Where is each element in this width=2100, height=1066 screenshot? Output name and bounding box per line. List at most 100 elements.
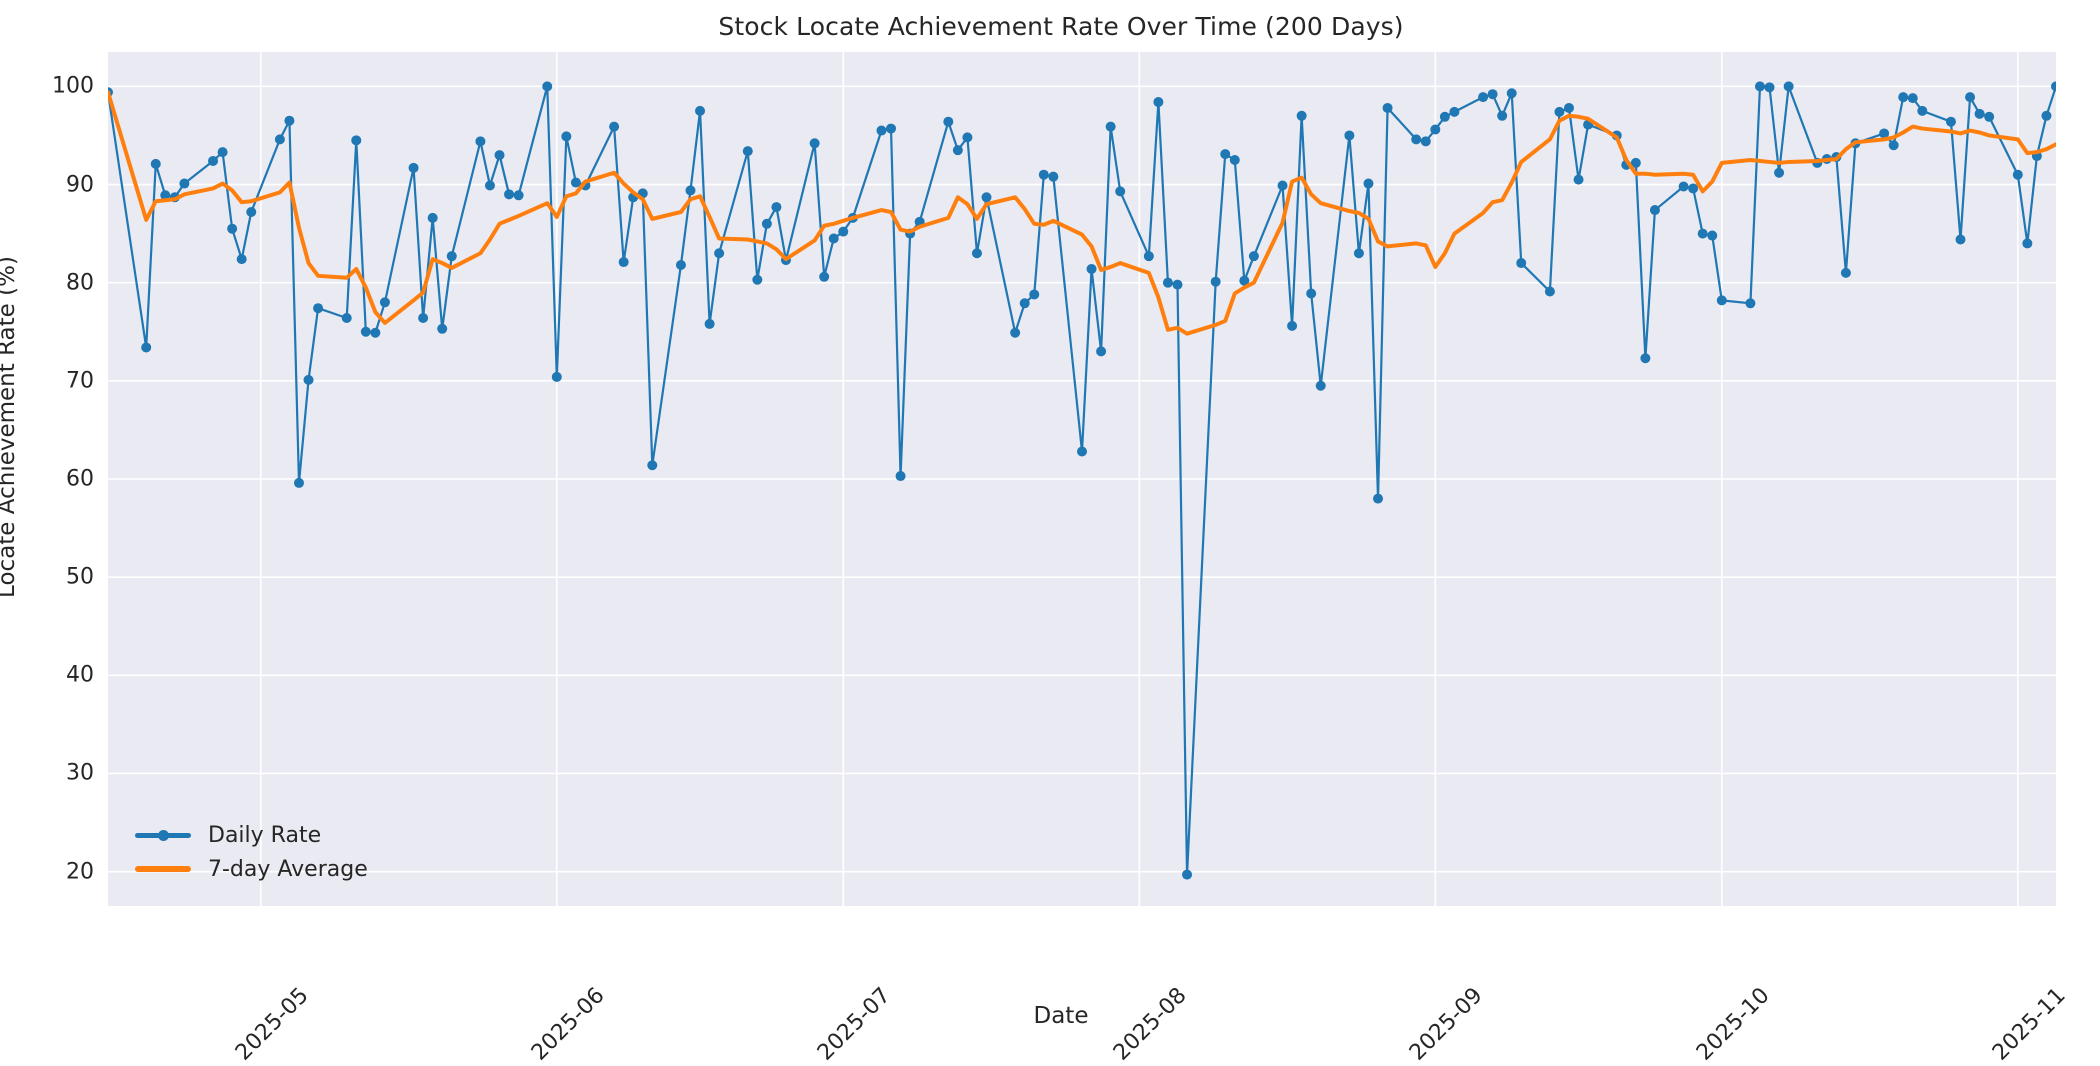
data-point bbox=[752, 274, 763, 285]
data-point bbox=[1182, 869, 1193, 880]
data-point bbox=[351, 135, 362, 146]
data-point bbox=[1430, 124, 1441, 135]
y-tick-label: 70 bbox=[66, 368, 94, 394]
data-point bbox=[886, 123, 897, 134]
data-point bbox=[742, 146, 753, 157]
data-point bbox=[1707, 230, 1718, 241]
data-point bbox=[293, 477, 304, 488]
data-point bbox=[1029, 289, 1040, 300]
data-point bbox=[838, 226, 849, 237]
data-point bbox=[1172, 279, 1183, 290]
gridlines bbox=[108, 52, 2056, 906]
data-point bbox=[2012, 169, 2023, 180]
data-point bbox=[1754, 81, 1765, 92]
data-point bbox=[761, 218, 772, 229]
series-line bbox=[108, 85, 2056, 876]
data-point bbox=[542, 81, 553, 92]
data-point bbox=[274, 134, 285, 145]
data-point bbox=[714, 248, 725, 259]
data-point bbox=[1984, 111, 1995, 122]
data-point bbox=[494, 150, 505, 161]
data-point bbox=[475, 136, 486, 147]
data-point bbox=[484, 180, 495, 191]
legend-item[interactable]: 7-day Average bbox=[132, 854, 368, 884]
data-point bbox=[876, 125, 887, 136]
chart-title: Stock Locate Achievement Rate Over Time … bbox=[0, 12, 2100, 41]
data-point bbox=[685, 185, 696, 196]
y-tick-label: 40 bbox=[66, 662, 94, 688]
data-point bbox=[704, 318, 715, 329]
data-point bbox=[1439, 111, 1450, 122]
legend-label: 7-day Average bbox=[208, 856, 368, 882]
series-daily-rate bbox=[108, 81, 2056, 880]
legend-marker-dot bbox=[157, 829, 169, 841]
data-point bbox=[1516, 258, 1527, 269]
data-point bbox=[943, 116, 954, 127]
data-point bbox=[981, 192, 992, 203]
plot-wrapper: 100 90 80 70 60 50 40 30 20 2025-05 2025-06 2025-0… bbox=[52, 52, 2070, 1066]
data-point bbox=[895, 471, 906, 482]
data-point bbox=[427, 212, 438, 223]
data-point bbox=[1353, 248, 1364, 259]
data-point bbox=[1344, 130, 1355, 141]
data-point bbox=[437, 323, 448, 334]
data-point bbox=[160, 190, 171, 201]
legend-item[interactable]: Daily Rate bbox=[132, 820, 368, 850]
data-point bbox=[227, 223, 238, 234]
y-tick-label: 90 bbox=[66, 172, 94, 198]
data-point bbox=[1363, 178, 1374, 189]
data-point bbox=[313, 303, 324, 314]
data-point bbox=[1774, 167, 1785, 178]
data-point bbox=[1277, 180, 1288, 191]
data-point bbox=[1105, 121, 1116, 132]
y-tick-label: 50 bbox=[66, 564, 94, 590]
data-point bbox=[1573, 174, 1584, 185]
data-point bbox=[1296, 110, 1307, 121]
data-point bbox=[1373, 493, 1384, 504]
y-axis-label-text: Locate Achievement Rate (%) bbox=[0, 256, 20, 598]
data-point bbox=[370, 327, 381, 338]
data-point bbox=[418, 313, 429, 324]
data-point bbox=[360, 326, 371, 337]
data-point bbox=[1764, 82, 1775, 93]
data-point bbox=[513, 190, 524, 201]
y-axis-label: Locate Achievement Rate (%) bbox=[0, 0, 22, 854]
data-point bbox=[1038, 169, 1049, 180]
data-point bbox=[1917, 105, 1928, 116]
data-point bbox=[208, 155, 219, 166]
data-point bbox=[1716, 295, 1727, 306]
legend-swatch bbox=[132, 854, 194, 884]
data-point bbox=[1630, 157, 1641, 168]
data-point bbox=[1678, 181, 1689, 192]
y-tick-label: 80 bbox=[66, 270, 94, 296]
data-point bbox=[1554, 106, 1565, 117]
data-point bbox=[647, 460, 658, 471]
data-point bbox=[179, 178, 190, 189]
data-point bbox=[1945, 116, 1956, 127]
data-point bbox=[1315, 380, 1326, 391]
data-point bbox=[1907, 93, 1918, 104]
data-point bbox=[150, 158, 161, 169]
data-point bbox=[952, 145, 963, 156]
data-point bbox=[379, 297, 390, 308]
y-tick-label: 20 bbox=[66, 859, 94, 885]
data-point bbox=[1497, 110, 1508, 121]
data-point bbox=[1564, 102, 1574, 113]
data-point bbox=[819, 271, 830, 282]
y-tick-label: 100 bbox=[52, 73, 94, 99]
x-axis-label: Date bbox=[0, 1003, 2100, 1029]
data-point bbox=[1287, 320, 1298, 331]
data-point bbox=[1478, 92, 1489, 103]
data-point bbox=[1506, 88, 1517, 99]
data-point bbox=[675, 260, 686, 271]
plot-svg bbox=[108, 52, 2056, 906]
data-point bbox=[609, 121, 620, 132]
data-point bbox=[1420, 136, 1431, 147]
data-point bbox=[1115, 186, 1126, 197]
data-point bbox=[1888, 140, 1899, 151]
chart-legend: Daily Rate 7-day Average bbox=[124, 812, 378, 892]
series-seven-day-average bbox=[108, 90, 2056, 336]
data-point bbox=[446, 251, 457, 262]
data-point bbox=[1544, 286, 1555, 297]
